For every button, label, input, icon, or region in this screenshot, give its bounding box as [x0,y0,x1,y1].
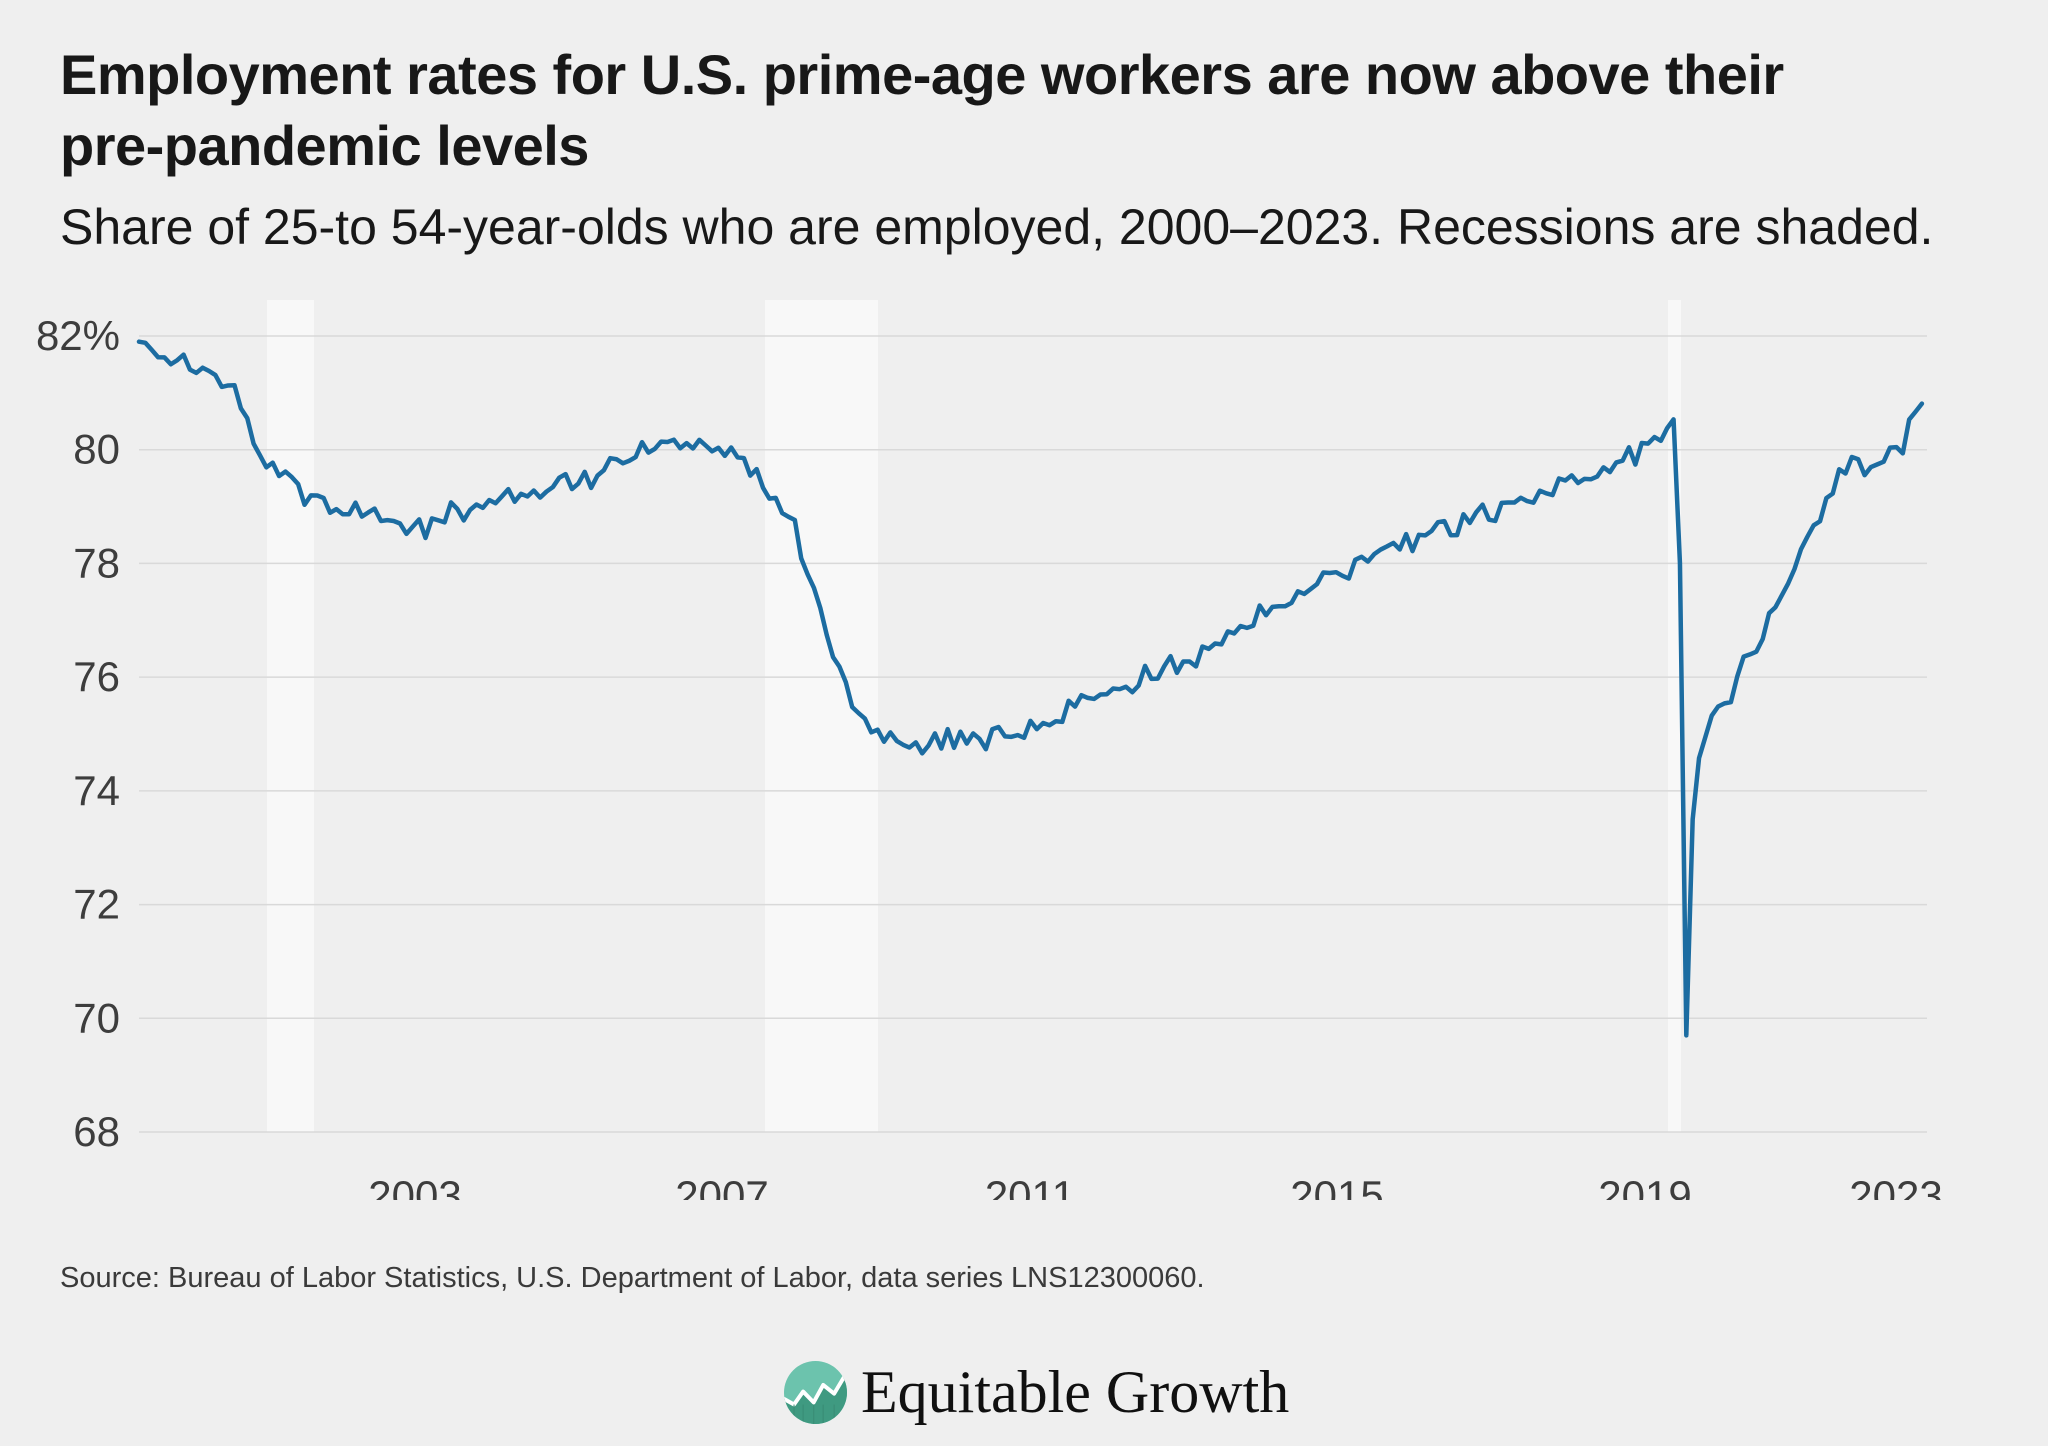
svg-text:68: 68 [73,1108,120,1155]
svg-text:2011: 2011 [985,1172,1075,1200]
svg-text:80: 80 [73,426,120,473]
svg-text:2023: 2023 [1849,1172,1942,1200]
svg-text:2003: 2003 [368,1172,461,1200]
svg-text:70: 70 [73,994,120,1041]
svg-text:82%: 82% [36,312,120,359]
svg-text:76: 76 [73,653,120,700]
svg-text:2007: 2007 [675,1172,768,1200]
svg-text:72: 72 [73,881,120,928]
svg-text:78: 78 [73,539,120,586]
svg-text:2015: 2015 [1290,1172,1383,1200]
svg-text:74: 74 [73,767,120,814]
svg-text:2019: 2019 [1598,1172,1691,1200]
